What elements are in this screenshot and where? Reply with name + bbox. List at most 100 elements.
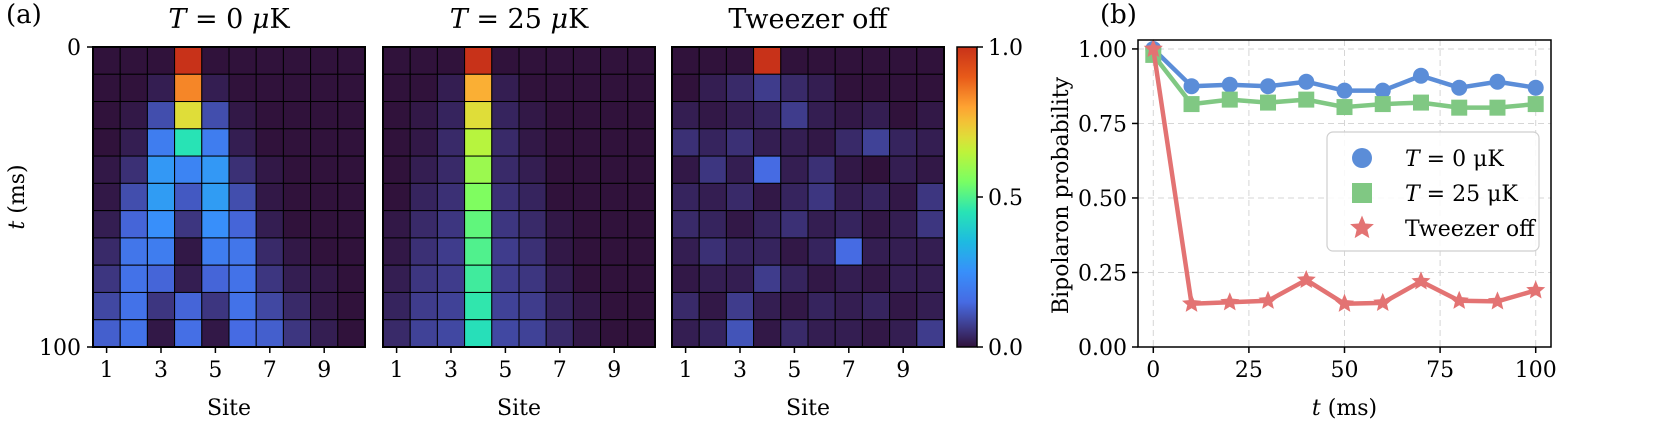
- heatmap-cell: [174, 46, 203, 75]
- heatmap-cell: [119, 73, 148, 103]
- legend-marker: [1352, 148, 1372, 168]
- heatmap-cell: [671, 210, 700, 239]
- heatmap-cell: [698, 264, 727, 293]
- heatmap-cell: [807, 46, 836, 75]
- heatmap-2: 1 3 5 7 9 Site: [671, 46, 945, 421]
- heatmap-cell: [780, 46, 809, 75]
- heatmap-cell: [753, 210, 782, 239]
- heatmap-cell: [201, 264, 230, 293]
- heatmap-cell: [545, 155, 574, 184]
- heatmap-cell: [600, 291, 629, 321]
- heatmap-cell: [834, 237, 863, 266]
- heatmap-cell: [382, 101, 411, 130]
- data-point: [1411, 271, 1431, 290]
- heatmap-cell: [255, 155, 284, 184]
- heatmap-cell: [146, 128, 176, 157]
- heatmap-cell: [146, 237, 176, 266]
- heatmap-cell: [698, 182, 727, 212]
- heatmap-cell: [698, 155, 727, 184]
- data-point: [1298, 91, 1315, 108]
- series-0: [1145, 40, 1544, 99]
- x-tick-label: 7: [842, 358, 856, 383]
- heatmap-cell: [310, 155, 339, 184]
- heatmap-cell: [491, 319, 520, 348]
- heatmap-cell: [572, 101, 602, 130]
- heatmap-cell: [916, 128, 945, 157]
- heatmap-cell: [861, 73, 891, 103]
- heatmaps-layer: 1 3 5 7 9 Site 0 100 t (ms) 1 3 5 7 9 Site 1 3 5 7 9 Site: [5, 36, 945, 421]
- heatmap-cell: [807, 73, 836, 103]
- heatmap-cell: [382, 319, 411, 348]
- data-point: [1373, 292, 1393, 311]
- heatmap-cell: [491, 291, 520, 321]
- x-tick-label: 9: [607, 358, 621, 383]
- heatmap-cell: [518, 319, 547, 348]
- x-axis-label: t (ms): [1312, 396, 1377, 421]
- heatmap-cell: [627, 237, 656, 266]
- x-tick-label: 75: [1426, 358, 1454, 383]
- data-point: [1527, 79, 1544, 96]
- heatmap-cell: [174, 319, 203, 348]
- x-axis-label: Site: [207, 396, 251, 421]
- heatmap-cell: [228, 155, 257, 184]
- heatmap-cell: [545, 73, 574, 103]
- heatmap-cell: [310, 46, 339, 75]
- heatmap-cell: [834, 319, 863, 348]
- heatmap-cell: [725, 73, 755, 103]
- data-point: [1489, 73, 1506, 90]
- heatmap-cell: [545, 319, 574, 348]
- heatmap-cell: [600, 46, 629, 75]
- heatmap-cell: [698, 291, 727, 321]
- heatmap-cell: [228, 291, 257, 321]
- heatmap-cell: [310, 291, 339, 321]
- heatmap-cell: [600, 182, 629, 212]
- heatmap-cell: [409, 264, 438, 293]
- heatmap-cell: [92, 46, 121, 75]
- heatmap-cell: [753, 46, 782, 75]
- data-point: [1298, 73, 1315, 90]
- heatmap-cell: [834, 210, 863, 239]
- heatmap-cell: [600, 210, 629, 239]
- heatmap-cell: [518, 128, 547, 157]
- colorbar-tick-label: 1.0: [988, 36, 1023, 61]
- heatmap-cell: [282, 155, 312, 184]
- heatmap-cell: [600, 101, 629, 130]
- heatmap-cell: [228, 128, 257, 157]
- heatmap-cell: [174, 182, 203, 212]
- heatmap-cell: [382, 155, 411, 184]
- heatmap-cell: [464, 210, 493, 239]
- heatmap-cell: [572, 319, 602, 348]
- heatmap-cell: [916, 73, 945, 103]
- heatmap-cell: [436, 73, 466, 103]
- heatmap-cell: [545, 182, 574, 212]
- heatmap-cell: [409, 319, 438, 348]
- heatmap-cell: [174, 101, 203, 130]
- heatmap-cell: [201, 46, 230, 75]
- heatmap-cell: [671, 128, 700, 157]
- data-point: [1258, 290, 1278, 309]
- heatmap-cell: [119, 101, 148, 130]
- legend-label: T = 25 μK: [1405, 182, 1518, 207]
- data-point: [1183, 96, 1200, 113]
- heatmap-cell: [889, 101, 918, 130]
- heatmap-cell: [572, 73, 602, 103]
- x-axis-label: Site: [497, 396, 541, 421]
- x-tick-label: 9: [317, 358, 331, 383]
- heatmap-cell: [780, 264, 809, 293]
- heatmap-cell: [436, 291, 466, 321]
- data-point: [1487, 291, 1507, 310]
- heatmap-cell: [834, 182, 863, 212]
- colorbar-tick-label: 0.5: [988, 186, 1023, 211]
- y-axis-label: t (ms): [5, 164, 30, 229]
- heatmap-cell: [518, 210, 547, 239]
- heatmap-cell: [146, 182, 176, 212]
- heatmap-cell: [201, 291, 230, 321]
- heatmap-cell: [627, 73, 656, 103]
- heatmap-cell: [310, 128, 339, 157]
- data-point: [1220, 292, 1240, 311]
- heatmap-cell: [146, 210, 176, 239]
- heatmap-cell: [780, 210, 809, 239]
- heatmap-frame: [671, 46, 945, 348]
- heatmap-cell: [382, 237, 411, 266]
- heatmap-cell: [545, 128, 574, 157]
